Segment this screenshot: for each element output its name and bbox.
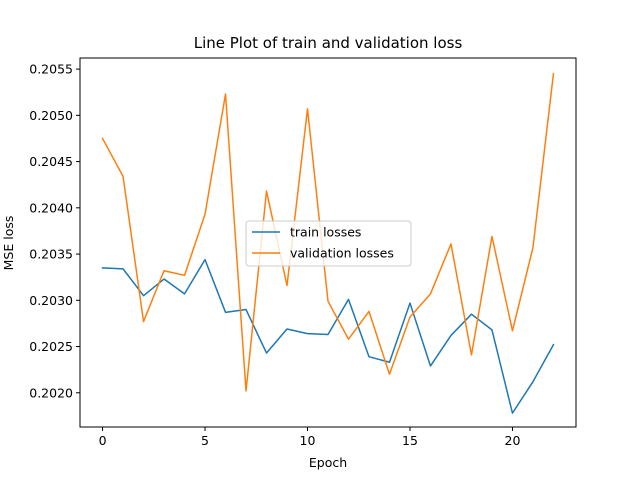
legend-label: train losses xyxy=(290,225,361,240)
x-tick-label: 5 xyxy=(201,433,209,448)
y-tick-label: 0.2035 xyxy=(29,247,73,262)
y-tick-label: 0.2050 xyxy=(29,108,73,123)
x-axis-label: Epoch xyxy=(309,455,347,470)
y-tick-label: 0.2055 xyxy=(29,62,73,77)
legend-label: validation losses xyxy=(290,246,394,261)
y-axis-label: MSE loss xyxy=(1,216,16,271)
x-tick-label: 15 xyxy=(402,433,418,448)
y-tick-label: 0.2030 xyxy=(29,293,73,308)
chart-title: Line Plot of train and validation loss xyxy=(194,34,463,52)
y-tick-label: 0.2025 xyxy=(29,339,73,354)
y-tick-label: 0.2040 xyxy=(29,200,73,215)
x-tick-label: 0 xyxy=(99,433,107,448)
y-tick-label: 0.2020 xyxy=(29,385,73,400)
y-tick-label: 0.2045 xyxy=(29,154,73,169)
x-tick-label: 20 xyxy=(505,433,521,448)
x-tick-label: 10 xyxy=(300,433,316,448)
legend: train losses validation losses xyxy=(246,221,411,266)
